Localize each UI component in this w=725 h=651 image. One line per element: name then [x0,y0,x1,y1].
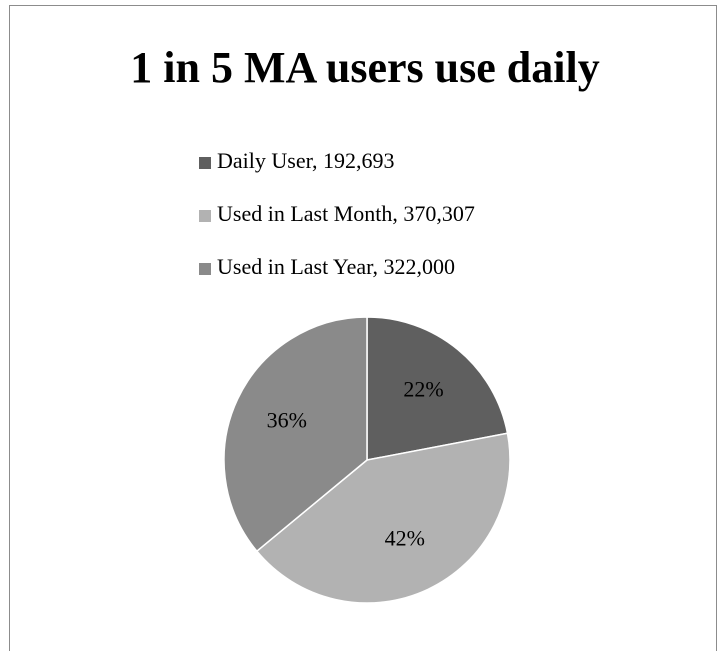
data-label: 22% [403,377,443,402]
data-label: 42% [385,525,425,550]
legend-label: Daily User, 192,693 [217,148,395,173]
legend-label: Used in Last Year, 322,000 [217,254,455,279]
data-label: 36% [267,407,307,432]
pie-slice [223,316,368,553]
legend-swatch [199,210,211,222]
pie-slice [366,316,509,461]
chart-border [9,5,717,651]
chart-title: 1 in 5 MA users use daily [130,43,599,92]
pie-slice [255,432,511,604]
legend-swatch [199,157,211,169]
legend-swatch [199,263,211,275]
legend-label: Used in Last Month, 370,307 [217,201,475,226]
